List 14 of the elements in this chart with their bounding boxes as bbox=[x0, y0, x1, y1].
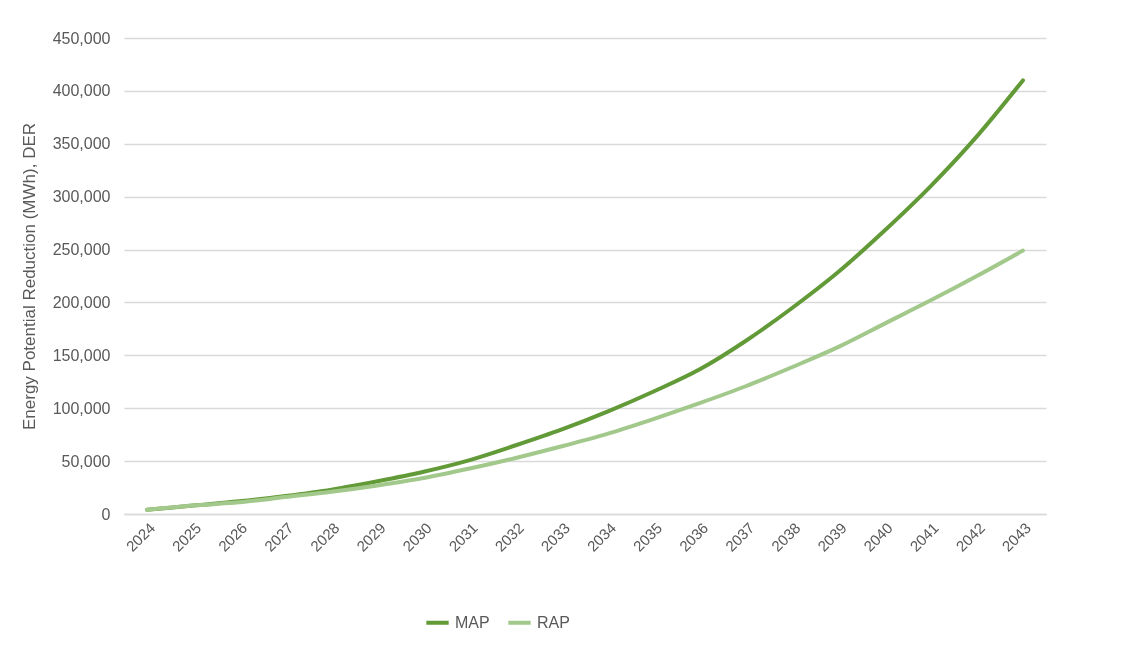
y-tick-label: 200,000 bbox=[52, 293, 111, 311]
y-tick-label: 150,000 bbox=[52, 346, 111, 364]
y-tick-label: 250,000 bbox=[52, 241, 111, 259]
y-tick-label: 300,000 bbox=[52, 188, 111, 206]
y-tick-label: 0 bbox=[101, 505, 111, 523]
y-tick-label: 450,000 bbox=[52, 29, 111, 47]
line-series bbox=[145, 248, 1025, 512]
legend-label: MAP bbox=[455, 613, 490, 631]
y-tick-label: 350,000 bbox=[52, 135, 111, 153]
y-tick-label: 400,000 bbox=[52, 82, 111, 100]
y-tick-label: 50,000 bbox=[61, 452, 111, 470]
legend-label: RAP bbox=[537, 613, 570, 631]
y-tick-label: 100,000 bbox=[52, 399, 111, 417]
y-axis-title: Energy Potential Reduction (MWh), DER bbox=[19, 122, 39, 431]
